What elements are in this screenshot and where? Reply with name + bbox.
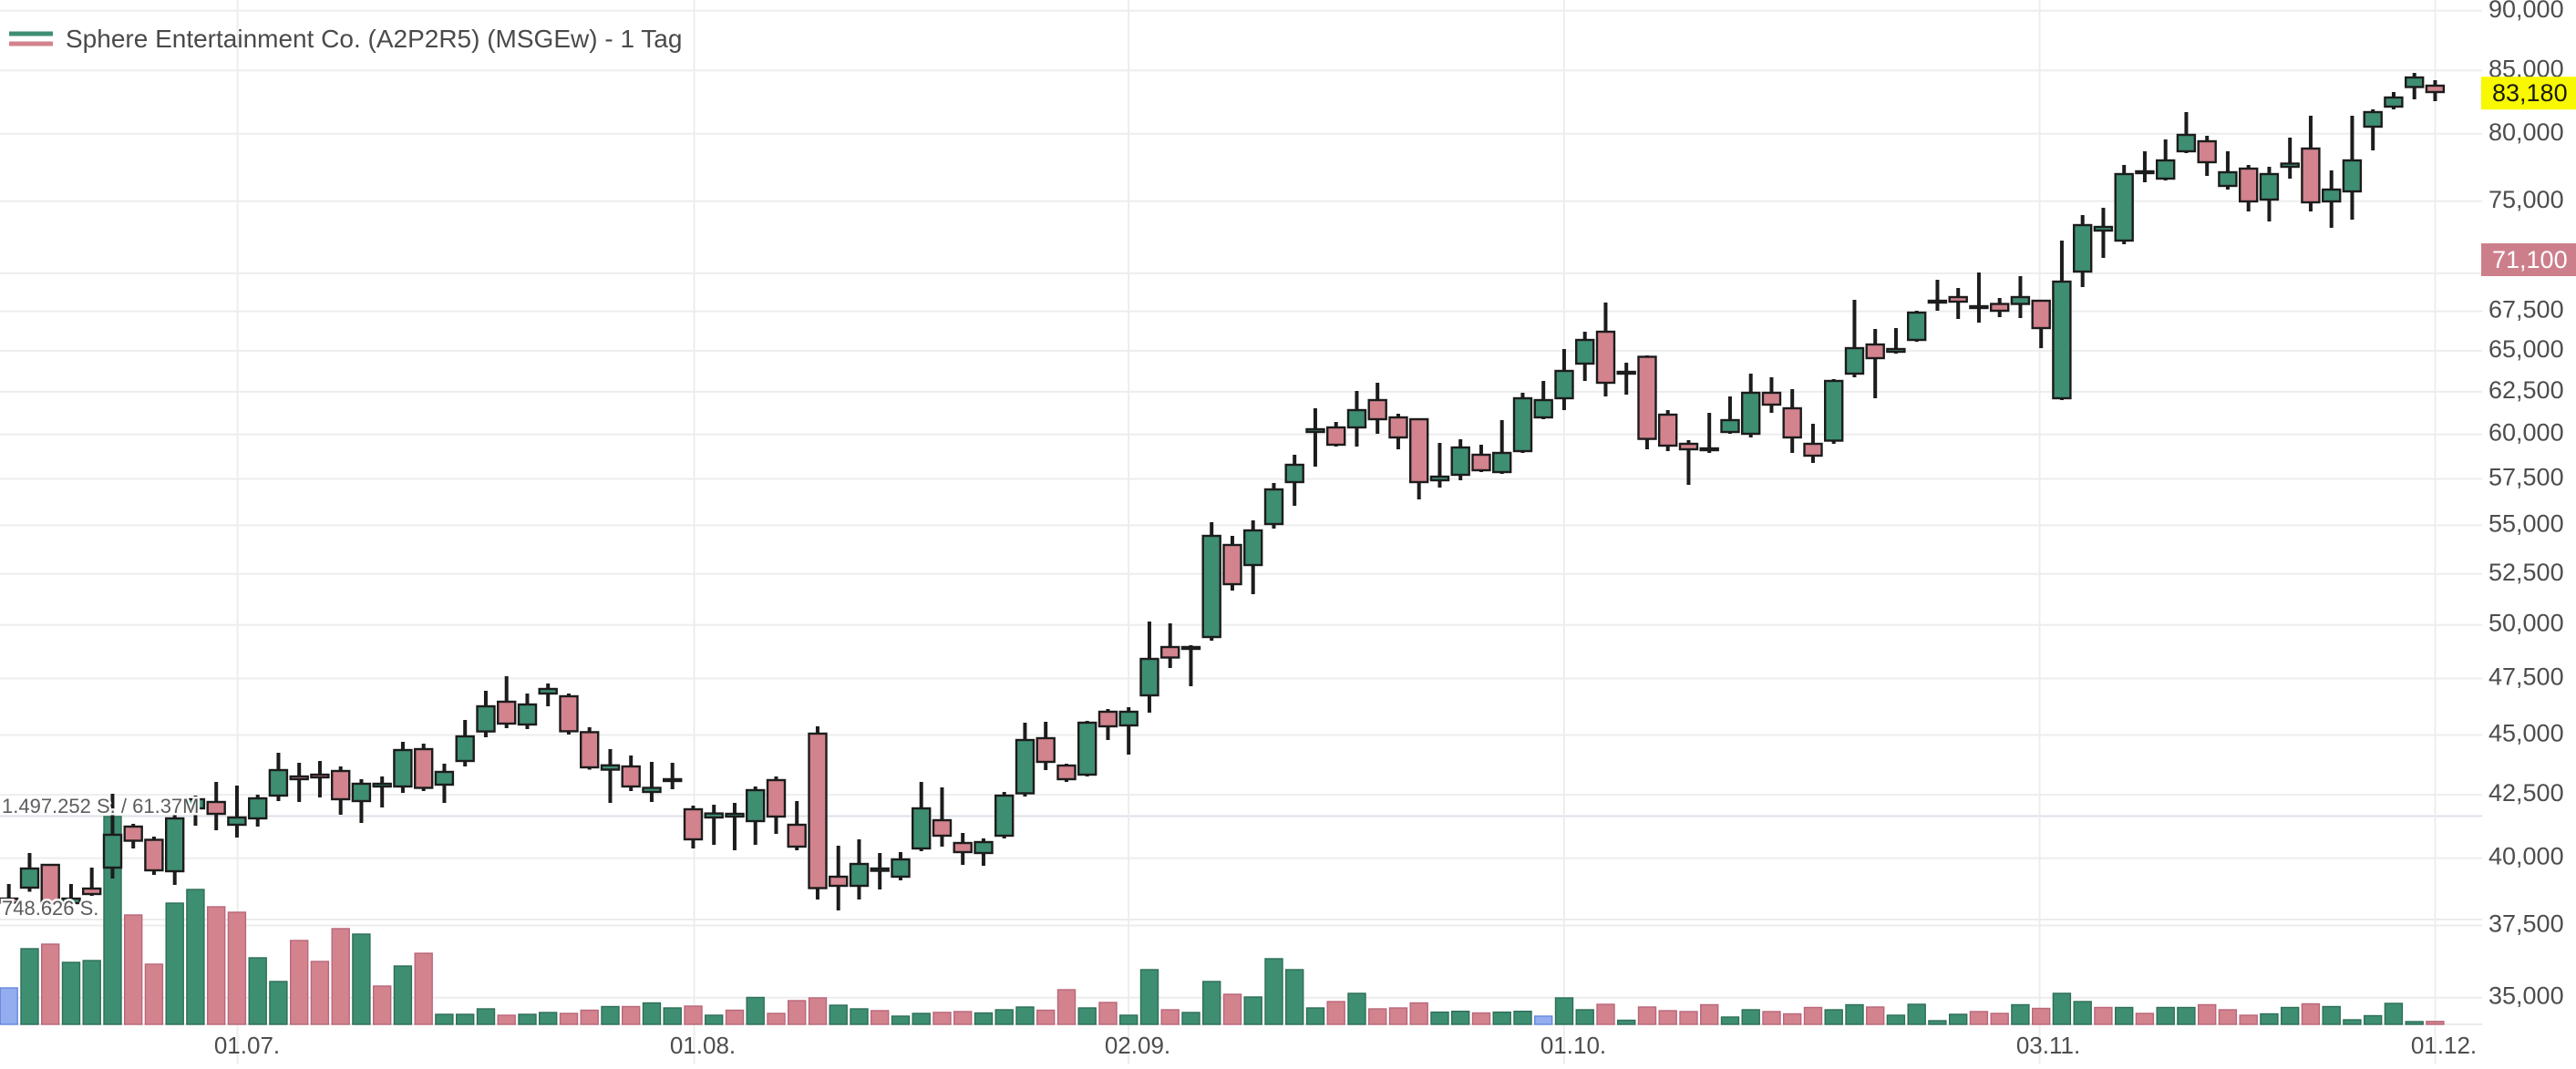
svg-text:47,500: 47,500 [2488, 663, 2564, 691]
svg-text:02.09.: 02.09. [1105, 1032, 1170, 1059]
svg-text:03.11.: 03.11. [2016, 1032, 2080, 1059]
svg-text:Sphere Entertainment Co. (A2P2: Sphere Entertainment Co. (A2P2R5) (MSGEw… [66, 25, 682, 53]
svg-text:01.07.: 01.07. [214, 1032, 280, 1059]
svg-text:37,500: 37,500 [2488, 910, 2564, 938]
svg-text:50,000: 50,000 [2488, 610, 2564, 637]
svg-text:67,500: 67,500 [2488, 296, 2564, 324]
svg-text:62,500: 62,500 [2488, 376, 2564, 404]
svg-text:65,000: 65,000 [2488, 335, 2564, 363]
svg-text:60,000: 60,000 [2488, 419, 2564, 447]
svg-text:75,000: 75,000 [2488, 186, 2564, 213]
svg-text:01.12.: 01.12. [2411, 1032, 2477, 1059]
svg-text:57,500: 57,500 [2488, 464, 2564, 491]
svg-text:35,000: 35,000 [2488, 982, 2564, 1010]
svg-text:45,000: 45,000 [2488, 720, 2564, 747]
svg-text:83,180: 83,180 [2492, 79, 2568, 107]
svg-text:42,500: 42,500 [2488, 779, 2564, 807]
svg-text:71,100: 71,100 [2492, 246, 2568, 273]
svg-text:01.10.: 01.10. [1540, 1032, 1606, 1059]
svg-text:40,000: 40,000 [2488, 843, 2564, 870]
svg-text:01.08.: 01.08. [670, 1032, 736, 1059]
svg-text:52,500: 52,500 [2488, 559, 2564, 586]
svg-text:55,000: 55,000 [2488, 509, 2564, 537]
svg-text:748.626 S.: 748.626 S. [2, 897, 98, 920]
svg-text:80,000: 80,000 [2488, 118, 2564, 146]
svg-text:90,000: 90,000 [2488, 0, 2564, 23]
svg-text:1.497.252 S. / 61.37M: 1.497.252 S. / 61.37M [2, 795, 200, 817]
